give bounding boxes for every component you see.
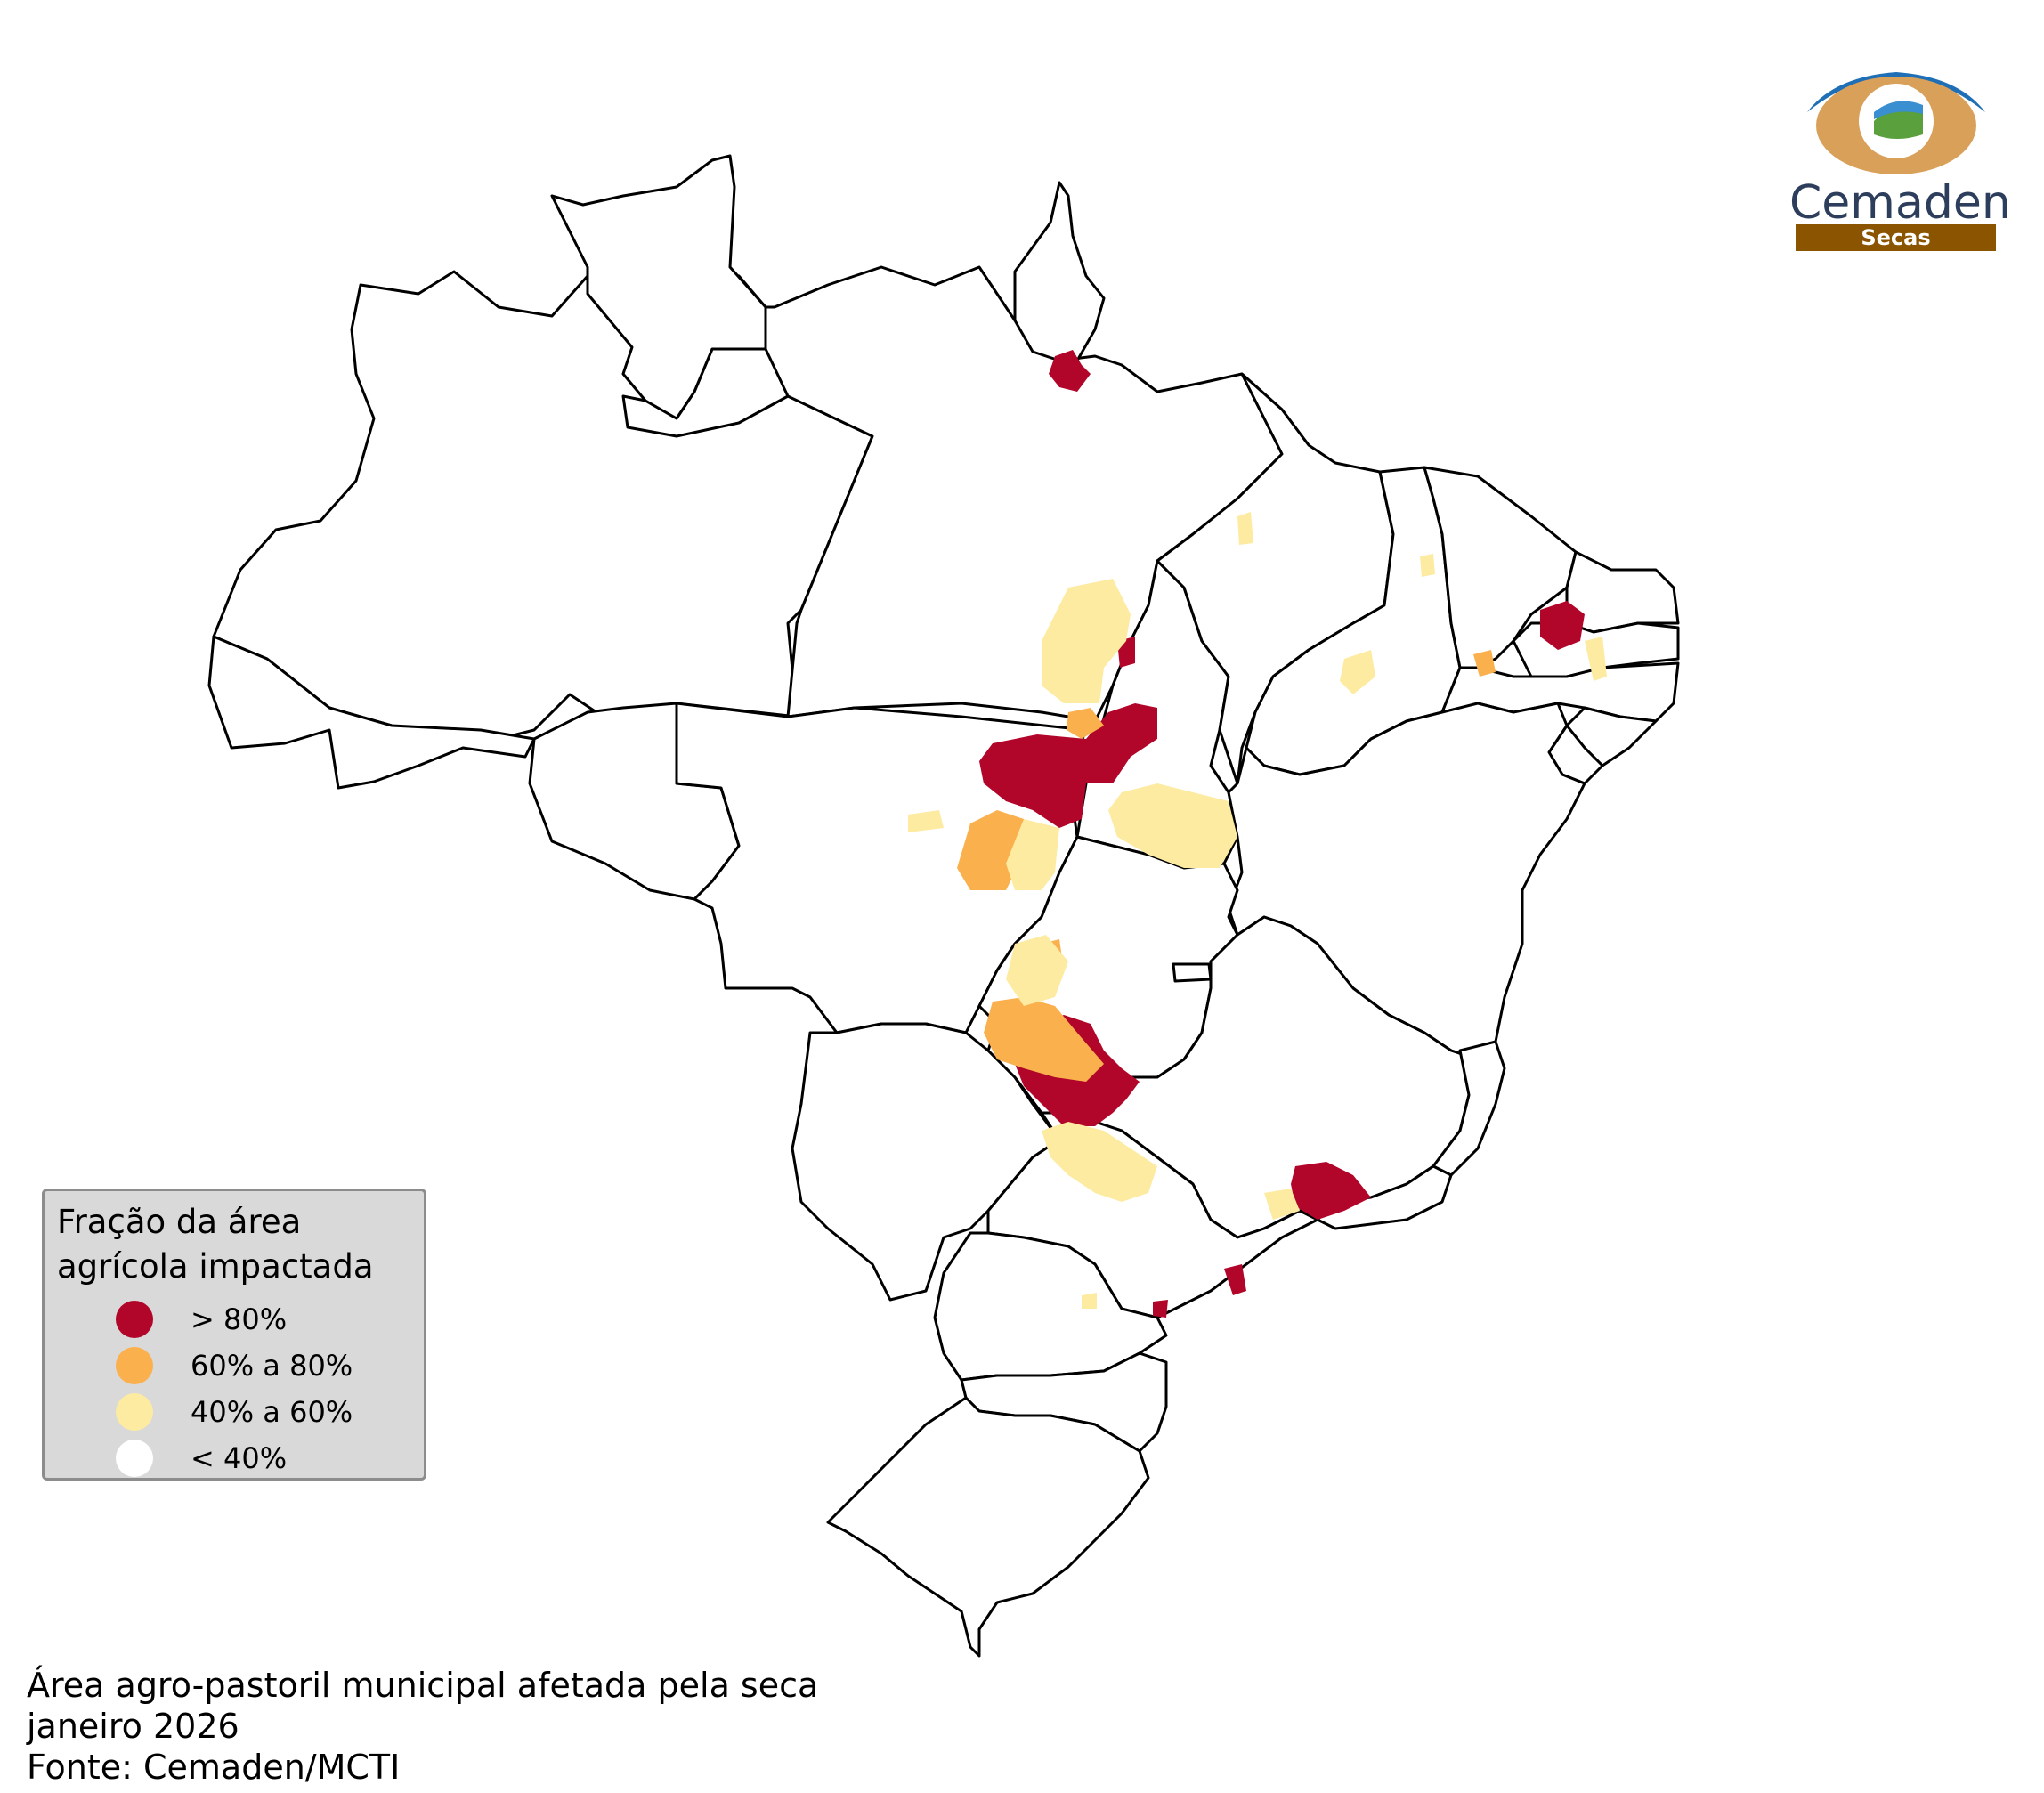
- drought-area-para-mid: [957, 810, 1024, 890]
- state-espirito-santo: [1432, 1040, 1506, 1177]
- drought-area-rn-low: [1585, 637, 1607, 681]
- map-caption: Área agro-pastoril municipal afetada pel…: [27, 1665, 818, 1788]
- legend-swatch: [116, 1440, 153, 1477]
- state-rio-de-janeiro: [1316, 1164, 1453, 1230]
- legend-item: 60% a 80%: [116, 1344, 353, 1387]
- legend-swatch: [116, 1347, 153, 1384]
- drought-area-tocantins-mid: [1067, 708, 1104, 739]
- map-legend: Fração da área agrícola impactada > 80% …: [42, 1189, 426, 1481]
- state-rio-grande-do-sul: [826, 1396, 1150, 1658]
- drought-area-goias-mid: [984, 997, 1104, 1082]
- drought-area-parana-high: [1153, 1300, 1168, 1318]
- legend-label: 60% a 80%: [191, 1349, 353, 1383]
- legend-title: Fração da área agrícola impactada: [57, 1200, 374, 1289]
- state-ceara: [1423, 466, 1578, 669]
- legend-label: 40% a 60%: [191, 1395, 353, 1429]
- drought-area-tocantins-low: [1108, 783, 1237, 868]
- logo-sky-icon: [1874, 101, 1923, 119]
- legend-title-line2: agrícola impactada: [57, 1247, 374, 1286]
- drought-area-ce-low: [1420, 554, 1435, 577]
- drought-area-minas-high: [1291, 1162, 1371, 1220]
- caption-title: Área agro-pastoril municipal afetada pel…: [27, 1666, 819, 1705]
- legend-label: > 80%: [191, 1302, 288, 1336]
- legend-swatch: [116, 1301, 153, 1338]
- state-acre: [207, 635, 536, 790]
- logo-tag: Secas: [1796, 224, 1996, 251]
- legend-item: > 80%: [116, 1298, 287, 1341]
- legend-item: 40% a 60%: [116, 1391, 353, 1433]
- drought-area-sp-low: [1042, 1122, 1157, 1202]
- logo-eye-arc-icon: [1807, 72, 1985, 112]
- legend-item: < 40%: [116, 1437, 287, 1480]
- state-maranhao: [1156, 372, 1395, 785]
- cemaden-logo: [1807, 72, 1985, 174]
- drought-area-ceara-mid: [1473, 650, 1496, 677]
- state-amapa: [1013, 181, 1106, 362]
- drought-area-piaui-low: [1340, 650, 1375, 694]
- drought-area-para-low: [1042, 579, 1131, 703]
- legend-title-line1: Fração da área: [57, 1203, 302, 1241]
- logo-landscape-icon: [1874, 107, 1923, 139]
- logo-wordmark: Cemaden: [1789, 176, 2011, 230]
- legend-swatch: [116, 1393, 153, 1431]
- state-distrito-federal: [1172, 962, 1213, 983]
- drought-area-ma-low: [1237, 512, 1253, 545]
- drought-area-ceara-high: [1540, 601, 1585, 650]
- drought-area-mg-low: [1264, 1189, 1300, 1220]
- caption-source: Fonte: Cemaden/MCTI: [27, 1748, 401, 1787]
- legend-label: < 40%: [191, 1441, 288, 1475]
- drought-area-sp-high: [1224, 1264, 1246, 1295]
- drought-area-amapa-high: [1049, 350, 1091, 392]
- caption-date: janeiro 2026: [27, 1707, 239, 1746]
- drought-area-mt-low: [1006, 819, 1059, 890]
- drought-area-mt-low-2: [908, 810, 944, 832]
- drought-area-goias-low: [1006, 935, 1068, 1006]
- drought-area-tocantins-para-high: [979, 703, 1157, 828]
- drought-area-parana-low: [1082, 1293, 1097, 1309]
